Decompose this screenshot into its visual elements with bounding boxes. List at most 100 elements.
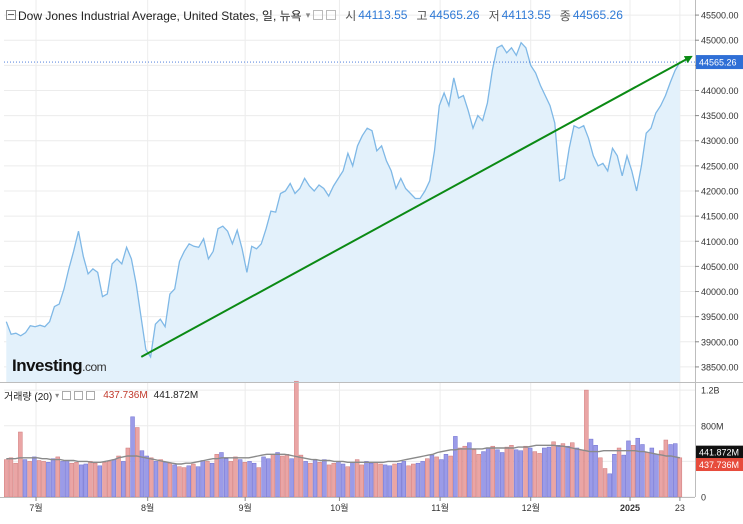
price-point-27 <box>135 283 137 285</box>
price-point-26 <box>131 258 133 260</box>
price-point-96 <box>467 110 469 112</box>
price-point-120 <box>583 125 585 127</box>
volume-bar-143 <box>673 443 678 498</box>
volume-bar-25 <box>121 461 126 498</box>
volume-bar-13 <box>64 460 70 498</box>
price-point-28 <box>140 316 142 318</box>
price-point-91 <box>443 92 445 94</box>
volume-bar-50 <box>237 459 243 498</box>
volume-bar-17 <box>83 463 88 498</box>
price-point-115 <box>559 180 561 182</box>
y-tick-label-3: 40000.00 <box>701 287 739 297</box>
volume-bar-88 <box>415 462 421 498</box>
volume-bar-135 <box>635 437 640 498</box>
price-point-63 <box>309 185 311 187</box>
price-point-22 <box>111 263 113 265</box>
volume-bar-98 <box>462 445 467 498</box>
price-point-53 <box>261 243 263 245</box>
volume-visibility-icon[interactable] <box>74 391 84 400</box>
volume-bar-142 <box>668 444 673 498</box>
collapse-icon[interactable] <box>6 10 16 20</box>
price-point-125 <box>607 170 609 172</box>
high-label: 고 <box>416 8 428 23</box>
price-point-72 <box>352 165 354 167</box>
volume-chevron-icon[interactable]: ▾ <box>55 391 60 400</box>
volume-settings-icon[interactable] <box>62 391 72 400</box>
price-point-32 <box>160 318 162 320</box>
vol-ma-tag <box>696 445 743 459</box>
price-point-137 <box>665 95 667 97</box>
x-tick-label-2: 9월 <box>239 502 252 513</box>
price-point-95 <box>463 95 465 97</box>
volume-bar-128 <box>602 468 608 498</box>
volume-label[interactable]: 거래량 (20) <box>4 392 53 403</box>
volume-bar-92 <box>434 456 439 498</box>
high-value: 44565.26 <box>429 8 480 22</box>
price-point-11 <box>58 303 60 305</box>
volume-bar-119 <box>560 443 566 498</box>
x-tick-label-1: 8월 <box>141 502 154 513</box>
settings-box-icon-2[interactable] <box>326 10 337 20</box>
price-point-130 <box>631 170 633 172</box>
volume-bar-131 <box>616 447 622 498</box>
price-line <box>5 41 681 359</box>
price-point-47 <box>232 243 234 245</box>
volume-bar-95 <box>448 455 453 498</box>
x-tick-label-3: 10월 <box>330 502 348 513</box>
settings-box-icon[interactable] <box>313 10 324 20</box>
volume-close-icon[interactable] <box>86 391 96 400</box>
volume-bar-62 <box>294 380 299 498</box>
price-point-34 <box>169 293 171 295</box>
y-tick-label-7: 42000.00 <box>701 187 739 197</box>
vol-ma-tag-label: 441.872M <box>699 448 739 458</box>
price-point-134 <box>650 127 652 129</box>
price-point-127 <box>617 155 619 157</box>
volume-bar-72 <box>340 463 346 498</box>
price-point-68 <box>333 185 335 187</box>
price-point-70 <box>342 170 344 172</box>
x-tick-label-4: 11월 <box>431 502 449 513</box>
volume-bar-101 <box>476 454 481 498</box>
volume-bar-30 <box>144 455 149 498</box>
volume-bar-112 <box>527 447 533 498</box>
volume-bar-22 <box>106 461 112 498</box>
price-point-17 <box>87 273 89 275</box>
price-point-18 <box>92 268 94 270</box>
volume-bar-110 <box>518 450 524 498</box>
price-point-105 <box>511 47 513 49</box>
volume-bar-47 <box>223 458 229 498</box>
price-point-116 <box>564 178 566 180</box>
instrument-title[interactable]: Dow Jones Industrial Average, United Sta… <box>18 8 302 23</box>
volume-bar-68 <box>322 459 327 498</box>
vol-tag <box>696 458 743 472</box>
volume-bar-1 <box>8 457 14 498</box>
last-price-tag <box>696 55 743 70</box>
volume-bar-19 <box>92 462 98 498</box>
price-point-19 <box>97 272 99 274</box>
volume-bar-33 <box>158 459 163 498</box>
volume-bar-77 <box>364 461 369 498</box>
volume-bar-43 <box>205 461 210 498</box>
volume-bar-87 <box>411 463 416 498</box>
chevron-down-icon[interactable]: ▾ <box>305 9 311 20</box>
volume-bar-82 <box>387 465 393 498</box>
price-point-7 <box>39 324 41 326</box>
volume-bar-49 <box>233 456 238 498</box>
price-point-65 <box>318 184 320 186</box>
price-point-107 <box>520 42 522 44</box>
last-price-label: 44565.26 <box>699 58 737 68</box>
price-point-88 <box>429 180 431 182</box>
price-point-38 <box>188 243 190 245</box>
price-point-73 <box>357 145 359 147</box>
volume-bar-27 <box>130 416 135 498</box>
volume-header: 거래량 (20) ▾ 437.736M 441.872M <box>4 388 198 403</box>
volume-bar-18 <box>88 461 93 498</box>
volume-bar-45 <box>214 454 219 498</box>
volume-bar-122 <box>574 447 580 498</box>
price-point-111 <box>540 85 542 87</box>
price-point-109 <box>530 65 532 67</box>
volume-bar-11 <box>55 456 60 498</box>
y-tick-label-4: 40500.00 <box>701 262 739 272</box>
volume-bar-76 <box>359 464 364 498</box>
